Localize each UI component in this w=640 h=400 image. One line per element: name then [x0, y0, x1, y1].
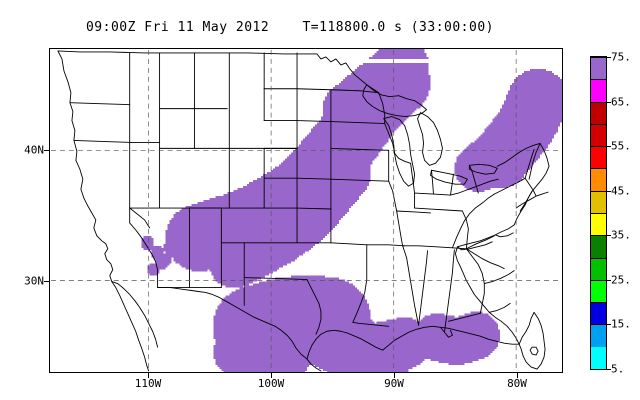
x-tick-110w [148, 373, 149, 378]
colorbar-label-5: 5. [611, 362, 625, 376]
colorbar-band-65 [591, 79, 606, 102]
reflectivity-cells [141, 49, 562, 372]
colorbar-band-50 [591, 146, 606, 169]
colorbar-label-15: 15. [611, 317, 631, 331]
colorbar-band-60 [591, 101, 606, 124]
y-axis-label-40n: 40N [24, 143, 44, 157]
colorbar-tick-55 [607, 146, 611, 148]
x-tick-80w [517, 373, 518, 378]
colorbar-tick-25 [607, 279, 611, 281]
colorbar-label-65: 65. [611, 95, 631, 109]
colorbar-tick-5 [607, 369, 611, 370]
x-tick-100w [271, 373, 272, 378]
x-tick-90w [394, 373, 395, 378]
colorbar-tick-15 [607, 324, 611, 326]
colorbar-band-5 [591, 346, 606, 369]
colorbar-band-20 [591, 279, 606, 303]
map-plot-area[interactable] [49, 48, 563, 373]
x-axis-label-110w: 110W [134, 377, 162, 390]
colorbar-label-25: 25. [611, 273, 631, 287]
colorbar-label-35: 35. [611, 228, 631, 242]
y-tick-40n [44, 150, 49, 151]
y-axis-label-30n: 30N [24, 274, 44, 288]
colorbar-label-45: 45. [611, 184, 631, 198]
colorbar-label-55: 55. [611, 139, 631, 153]
colorbar-tick-35 [607, 235, 611, 237]
reflectivity-colorbar[interactable] [590, 56, 607, 370]
colorbar-band-45 [591, 168, 606, 191]
colorbar-band-55 [591, 123, 606, 147]
colorbar-label-75: 75. [611, 50, 631, 64]
x-axis-label-80w: 80W [507, 377, 527, 390]
x-axis-label-90w: 90W [384, 377, 404, 390]
x-axis-label-100w: 100W [257, 377, 285, 390]
colorbar-band-10 [591, 324, 606, 347]
colorbar-tick-75 [607, 57, 611, 58]
colorbar-tick-65 [607, 101, 611, 103]
colorbar-band-15 [591, 302, 606, 325]
colorbar-band-25 [591, 257, 606, 280]
radar-reflectivity-layer [141, 49, 562, 372]
colorbar-band-40 [591, 190, 606, 213]
colorbar-band-30 [591, 235, 606, 258]
plot-title: 09:00Z Fri 11 May 2012 T=118800.0 s (33:… [85, 20, 494, 35]
y-tick-30n [44, 281, 49, 282]
colorbar-band-70 [591, 57, 606, 80]
colorbar-tick-45 [607, 190, 611, 192]
colorbar-band-35 [591, 213, 606, 236]
map-outline-layer [50, 49, 562, 372]
